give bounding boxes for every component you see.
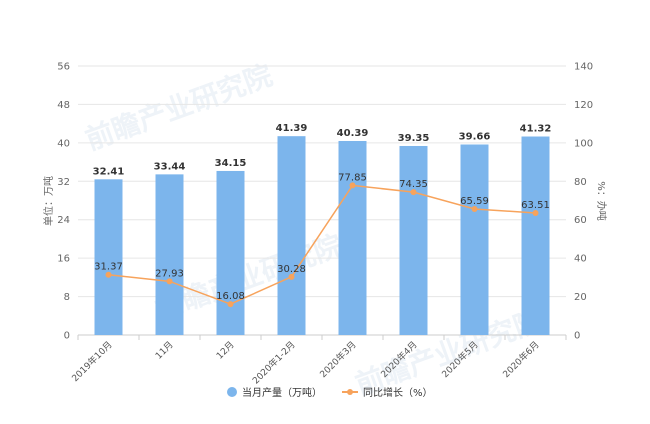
line-point bbox=[288, 273, 295, 280]
line-value-label: 63.51 bbox=[521, 200, 550, 211]
line-point bbox=[471, 205, 478, 212]
data-labels: 32.41 33.44 34.15 41.39 40.39 39.35 39.66 41.32… bbox=[93, 123, 552, 302]
bar bbox=[155, 174, 184, 335]
left-axis-tick-label: 24 bbox=[57, 215, 70, 226]
bar-value-label: 40.39 bbox=[337, 128, 369, 139]
bar bbox=[94, 179, 123, 335]
right-axis-title: %：办吨 bbox=[595, 181, 608, 221]
right-axis-tick-label: 100 bbox=[574, 138, 593, 149]
growth-line bbox=[108, 184, 536, 305]
line-point bbox=[349, 182, 356, 189]
left-axis-tick-label: 0 bbox=[64, 331, 70, 342]
line-value-label: 16.08 bbox=[216, 291, 245, 302]
category-label: 2020年1-2月 bbox=[250, 339, 298, 387]
category-label: 2019年10月 bbox=[69, 339, 115, 385]
right-axis-tick-label: 80 bbox=[574, 177, 587, 188]
line-value-label: 27.93 bbox=[155, 268, 184, 279]
category-label: 12月 bbox=[214, 339, 236, 361]
left-axis-tick-label: 32 bbox=[57, 177, 70, 188]
line-value-label: 77.85 bbox=[338, 172, 367, 183]
bar-value-label: 39.35 bbox=[398, 133, 430, 144]
watermark-text-1: 前瞻产业研究院 bbox=[81, 59, 276, 157]
legend-bar-label: 当月产量（万吨） bbox=[242, 386, 322, 399]
right-axis-tick-label: 0 bbox=[574, 331, 580, 342]
line-point bbox=[410, 189, 417, 196]
watermark-text-3: 前瞻产业研究院 bbox=[351, 304, 546, 402]
bar bbox=[277, 136, 306, 335]
bar bbox=[399, 145, 428, 335]
left-axis-title: 单位：万吨 bbox=[42, 176, 55, 226]
line-point bbox=[105, 271, 112, 278]
left-axis-tick-label: 8 bbox=[64, 292, 70, 303]
bar-value-label: 41.32 bbox=[520, 124, 552, 135]
line-point bbox=[227, 301, 234, 308]
right-axis-tick-label: 120 bbox=[574, 100, 593, 111]
legend-bar-swatch bbox=[227, 387, 237, 397]
left-axis-tick-label: 40 bbox=[57, 138, 70, 149]
line-value-label: 30.28 bbox=[277, 264, 306, 275]
legend-line-marker bbox=[347, 389, 353, 395]
left-axis-tick-label: 56 bbox=[57, 62, 70, 73]
legend: 当月产量（万吨） 同比增长（%） bbox=[227, 386, 433, 399]
line-value-label: 65.59 bbox=[460, 196, 489, 207]
legend-line-label: 同比增长（%） bbox=[363, 386, 433, 399]
right-axis-tick-label: 140 bbox=[574, 62, 593, 73]
bar-value-label: 39.66 bbox=[459, 131, 491, 142]
right-axis-tick-label: 40 bbox=[574, 254, 587, 265]
left-axis-tick-label: 16 bbox=[57, 254, 70, 265]
line-point bbox=[166, 278, 173, 285]
category-label: 11月 bbox=[153, 339, 175, 361]
bar-value-label: 33.44 bbox=[154, 161, 186, 172]
right-axis-tick-label: 20 bbox=[574, 292, 587, 303]
bar-value-label: 32.41 bbox=[93, 166, 125, 177]
left-axis-tick-label: 48 bbox=[57, 100, 70, 111]
right-axis-tick-label: 60 bbox=[574, 215, 587, 226]
line-point bbox=[532, 209, 539, 216]
bar-value-label: 34.15 bbox=[215, 158, 247, 169]
bar bbox=[338, 140, 367, 335]
bar bbox=[216, 170, 245, 335]
bar bbox=[460, 144, 489, 335]
line-value-label: 31.37 bbox=[94, 262, 123, 273]
line-value-label: 74.35 bbox=[399, 179, 428, 190]
bar-value-label: 41.39 bbox=[276, 123, 308, 134]
bar-series bbox=[94, 136, 550, 335]
line-series bbox=[105, 182, 539, 308]
bar bbox=[521, 136, 550, 335]
